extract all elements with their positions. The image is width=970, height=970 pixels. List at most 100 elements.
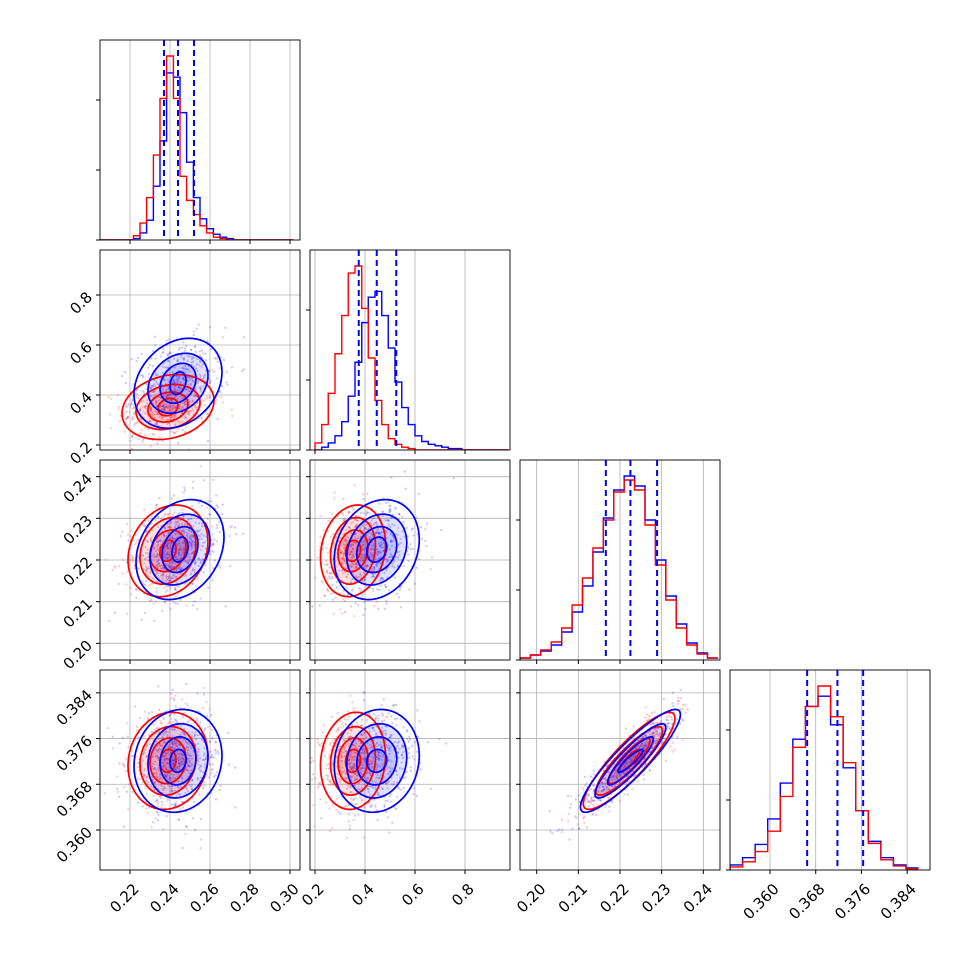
sample-point [159, 797, 162, 800]
sample-point [329, 536, 333, 539]
sample-point [322, 529, 325, 532]
sample-point [163, 600, 166, 603]
sample-point [357, 604, 360, 607]
sample-point [411, 755, 414, 758]
sample-point [155, 556, 158, 559]
sample-point [362, 699, 365, 702]
sample-point [346, 732, 349, 735]
sample-point [146, 548, 149, 552]
sample-point [158, 415, 161, 418]
sample-point [157, 540, 160, 543]
sample-point [360, 553, 363, 556]
sample-point [148, 420, 152, 423]
sample-point [174, 705, 177, 708]
sample-point [168, 579, 172, 582]
sample-point [344, 723, 347, 726]
sample-point [146, 404, 149, 408]
sample-point [145, 567, 149, 570]
sample-point [196, 577, 199, 580]
sample-point [202, 758, 205, 762]
sample-point [202, 363, 205, 366]
sample-point [359, 528, 362, 531]
sample-point [396, 717, 399, 720]
sample-point [187, 562, 190, 565]
sample-point [178, 585, 181, 588]
sample-point [340, 753, 343, 757]
sample-point [168, 746, 171, 749]
sample-point [164, 601, 167, 604]
sample-point [178, 386, 181, 389]
sample-point [178, 375, 181, 378]
sample-point [194, 345, 197, 348]
sample-point [166, 751, 169, 755]
sample-point [354, 779, 357, 782]
panel-1-0: 0.20.40.60.8 [66, 249, 301, 468]
sample-point [350, 522, 353, 525]
sample-point [354, 751, 357, 754]
sample-point [178, 346, 182, 349]
sample-point [311, 605, 314, 608]
sample-point [391, 722, 394, 725]
sample-point [341, 722, 344, 725]
sample-point [162, 716, 165, 719]
sample-point [399, 788, 402, 791]
sample-point [347, 785, 350, 788]
sample-point [151, 414, 154, 417]
sample-point [144, 546, 147, 549]
sample-point [158, 778, 161, 781]
sample-point [380, 541, 383, 544]
sample-point [347, 759, 350, 762]
sample-point [168, 409, 171, 412]
sample-point [363, 600, 366, 604]
sample-point [196, 734, 199, 737]
sample-point [164, 544, 167, 547]
sample-point [185, 574, 188, 577]
sample-point [151, 432, 154, 436]
sample-point [365, 564, 369, 567]
sample-point [160, 567, 163, 570]
sample-point [130, 529, 133, 532]
sample-point [174, 413, 177, 416]
sample-point [179, 547, 182, 550]
sample-point [155, 421, 159, 424]
sample-point [324, 801, 328, 804]
sample-point [176, 525, 180, 528]
sample-point [154, 768, 157, 771]
sample-point [200, 770, 203, 773]
sample-point [389, 533, 392, 536]
sample-point [325, 570, 329, 573]
sample-point [193, 411, 196, 414]
sample-point [334, 596, 337, 599]
sample-point [175, 568, 178, 571]
sample-point [136, 389, 139, 392]
sample-point [123, 430, 126, 433]
sample-point [341, 513, 345, 517]
sample-point [352, 798, 355, 801]
sample-point [387, 519, 391, 522]
sample-point [345, 750, 348, 753]
sample-point [440, 528, 443, 532]
sample-point [183, 531, 186, 534]
sample-point [159, 564, 162, 568]
sample-point [165, 339, 168, 342]
sample-point [196, 720, 199, 723]
sample-point [335, 535, 338, 538]
sample-point [349, 545, 352, 548]
sample-point [168, 526, 171, 529]
sample-point [187, 552, 191, 556]
sample-point [333, 576, 336, 579]
sample-point [216, 360, 219, 363]
sample-point [372, 798, 375, 802]
sample-point [366, 718, 369, 722]
sample-point [178, 764, 181, 768]
sample-point [164, 584, 168, 588]
sample-point [362, 548, 365, 551]
sample-point [173, 742, 177, 745]
sample-point [127, 746, 130, 749]
sample-point [204, 766, 207, 769]
sample-point [177, 533, 180, 536]
sample-point [148, 743, 151, 746]
sample-point [123, 412, 126, 415]
sample-point [166, 551, 169, 554]
sample-point [367, 771, 370, 774]
